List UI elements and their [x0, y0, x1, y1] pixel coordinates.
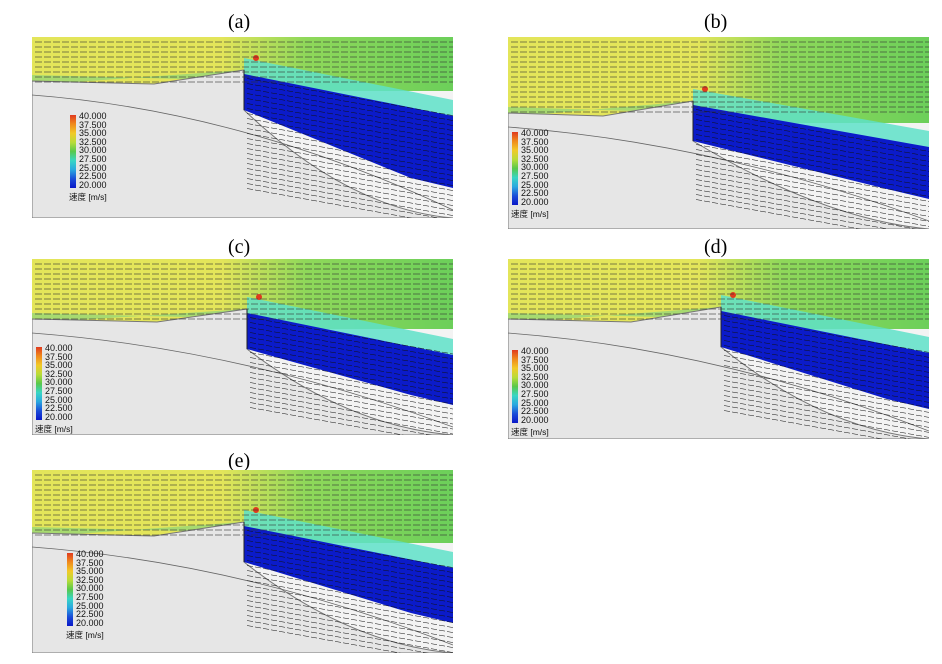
legend-tick-label: 20.000 — [79, 179, 107, 190]
legend-tick-labels: 40.000 37.500 35.000 32.500 30.000 27.500 25.0… — [521, 347, 549, 424]
legend-color-bar — [70, 115, 76, 188]
legend-unit-label: 速度 [m/s] — [511, 208, 549, 219]
legend-tick-label: 25.000 — [45, 394, 73, 405]
legend-tick-labels: 40.000 37.500 35.000 32.500 30.000 27.500 25.0… — [45, 344, 73, 421]
velocity-contour-d — [508, 259, 929, 439]
legend-tick-label: 30.000 — [79, 145, 107, 156]
legend-tick-label: 40.000 — [521, 346, 549, 356]
legend-tick-label: 37.500 — [521, 136, 549, 147]
legend-tick-label: 25.000 — [521, 179, 549, 190]
velocity-contour-e — [32, 470, 453, 653]
simulation-panel-a: 40.000 37.500 35.000 32.500 30.000 27.500 25.0… — [32, 37, 453, 218]
legend-tick-label: 30.000 — [521, 380, 549, 391]
legend-tick-label: 37.500 — [521, 354, 549, 365]
panel-label-a: (a) — [228, 11, 251, 33]
legend-tick-label: 25.000 — [76, 600, 104, 611]
legend-tick-label: 22.500 — [79, 171, 107, 182]
legend-tick-label: 35.000 — [45, 360, 73, 371]
simulation-panel-b: 40.000 37.500 35.000 32.500 30.000 27.500 25.0… — [508, 37, 929, 229]
legend-tick-label: 32.500 — [79, 136, 107, 147]
legend-tick-label: 30.000 — [45, 377, 73, 388]
legend-tick-label: 22.500 — [521, 406, 549, 417]
legend-unit-label: 速度 [m/s] — [69, 191, 107, 202]
legend-tick-label: 22.500 — [76, 609, 104, 620]
legend-tick-label: 25.000 — [521, 397, 549, 408]
legend-tick-label: 25.000 — [79, 162, 107, 173]
legend-tick-label: 27.500 — [79, 153, 107, 164]
legend-unit-label: 速度 [m/s] — [511, 426, 549, 437]
panel-label-e: (e) — [228, 450, 251, 472]
legend-tick-label: 37.500 — [76, 557, 104, 568]
legend-tick-label: 20.000 — [521, 414, 549, 425]
legend-tick-label: 20.000 — [45, 411, 73, 422]
legend-tick-label: 35.000 — [521, 363, 549, 374]
legend-tick-label: 27.500 — [521, 388, 549, 399]
legend-tick-label: 27.500 — [76, 591, 104, 602]
legend-tick-label: 27.500 — [521, 170, 549, 181]
panel-label-d: (d) — [704, 236, 728, 258]
velocity-contour-b — [508, 37, 929, 229]
legend-unit-label: 速度 [m/s] — [35, 423, 73, 434]
legend-tick-label: 40.000 — [521, 128, 549, 138]
legend-tick-label: 35.000 — [79, 128, 107, 139]
legend-color-bar — [67, 553, 73, 626]
simulation-panel-c: 40.000 37.500 35.000 32.500 30.000 27.500 25.0… — [32, 259, 453, 435]
legend-tick-label: 40.000 — [45, 343, 73, 353]
legend-tick-label: 20.000 — [76, 617, 104, 628]
legend-color-bar — [512, 132, 518, 205]
legend-tick-label: 40.000 — [79, 111, 107, 121]
legend-tick-label: 40.000 — [76, 549, 104, 559]
panel-label-c: (c) — [228, 236, 251, 258]
legend-color-bar — [36, 347, 42, 420]
velocity-contour-c — [32, 259, 453, 435]
legend-tick-label: 30.000 — [521, 162, 549, 173]
simulation-panel-d: 40.000 37.500 35.000 32.500 30.000 27.500 25.0… — [508, 259, 929, 439]
velocity-contour-a — [32, 37, 453, 218]
panel-label-b: (b) — [704, 11, 728, 33]
legend-tick-label: 35.000 — [521, 145, 549, 156]
legend-tick-label: 35.000 — [76, 566, 104, 577]
legend-unit-label: 速度 [m/s] — [66, 629, 104, 640]
legend-tick-label: 37.500 — [79, 119, 107, 130]
legend-tick-label: 22.500 — [521, 188, 549, 199]
legend-tick-labels: 40.000 37.500 35.000 32.500 30.000 27.500 25.0… — [521, 129, 549, 206]
legend-tick-label: 22.500 — [45, 403, 73, 414]
legend-tick-labels: 40.000 37.500 35.000 32.500 30.000 27.500 25.0… — [79, 112, 107, 189]
legend-tick-label: 32.500 — [76, 574, 104, 585]
legend-tick-label: 30.000 — [76, 583, 104, 594]
legend-tick-label: 32.500 — [45, 368, 73, 379]
legend-color-bar — [512, 350, 518, 423]
simulation-panel-e: 40.000 37.500 35.000 32.500 30.000 27.500 25.0… — [32, 470, 453, 653]
legend-tick-label: 20.000 — [521, 196, 549, 207]
legend-tick-label: 32.500 — [521, 153, 549, 164]
legend-tick-label: 37.500 — [45, 351, 73, 362]
legend-tick-label: 32.500 — [521, 371, 549, 382]
legend-tick-label: 27.500 — [45, 385, 73, 396]
legend-tick-labels: 40.000 37.500 35.000 32.500 30.000 27.500 25.0… — [76, 550, 104, 627]
